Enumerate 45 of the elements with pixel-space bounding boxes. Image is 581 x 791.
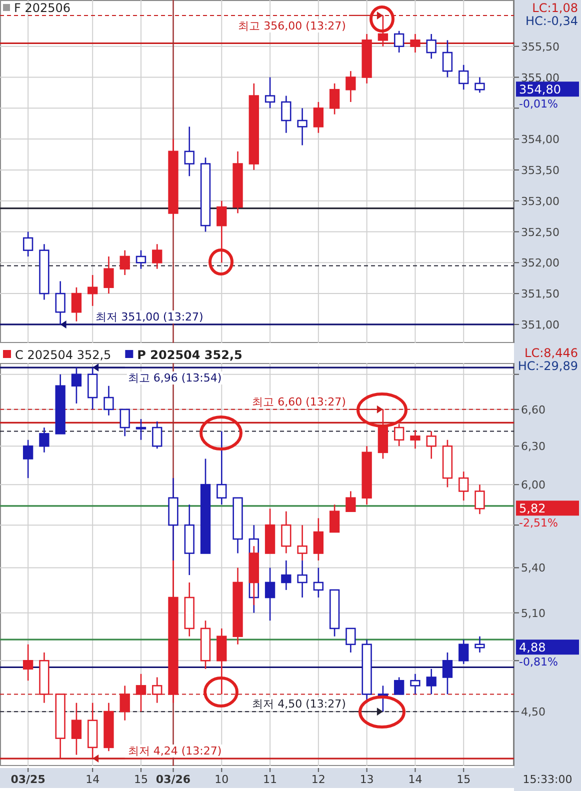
y-tick-label: 351,50 (521, 288, 560, 301)
y-tick-label: 352,00 (521, 256, 560, 270)
ref-line-label: 최고 6,60 (13:27) (252, 395, 346, 408)
text: LC:8,446 (524, 346, 578, 360)
y-tick-label: 5,40 (521, 562, 546, 575)
ref-line-label: 최저 4,24 (13:27) (128, 744, 222, 758)
x-tick-label: 11 (263, 773, 278, 786)
text: -0,81% (519, 656, 558, 669)
x-tick-label: 15 (456, 773, 471, 786)
text: 15:33:00 (522, 773, 572, 786)
x-tick-label: 10 (214, 773, 229, 786)
text: 5,82 (519, 502, 546, 516)
text: 354,80 (519, 82, 561, 97)
y-tick-label: 353,00 (521, 194, 560, 208)
x-tick-label: 12 (311, 773, 326, 786)
x-tick-label: 14 (86, 773, 100, 786)
legend-label: C 202504 352,5 (15, 348, 112, 362)
y-tick-label: 6,60 (521, 403, 546, 416)
y-tick-label: 4,50 (521, 706, 546, 719)
ref-line-label: 최저 351,00 (13:27) (96, 310, 204, 324)
y-tick-label: 355,50 (521, 40, 560, 54)
x-tick-label: 14 (408, 773, 422, 786)
x-tick-label: 03/25 (10, 773, 46, 786)
text: HC:-29,89 (518, 359, 578, 373)
text: LC:1,08 (532, 1, 578, 15)
ref-line-label: 최고 356,00 (13:27) (238, 19, 346, 32)
x-tick-label: 03/26 (156, 773, 191, 786)
y-tick-label: 353,50 (521, 164, 560, 177)
y-tick-label: 5,10 (521, 606, 546, 620)
text: 4,88 (519, 640, 546, 655)
text: HC:-0,34 (526, 14, 578, 28)
text: -0,01% (519, 98, 558, 111)
y-tick-label: 355,00 (521, 71, 560, 84)
chart-title: F 202506 (14, 1, 71, 15)
text: -2,51% (519, 516, 558, 530)
y-tick-label: 6,30 (521, 440, 546, 454)
legend-label: P 202504 352,5 (137, 348, 242, 362)
y-tick-label: 354,00 (521, 133, 560, 146)
y-tick-label: 351,00 (521, 318, 560, 332)
ref-line-label: 최저 4,50 (13:27) (252, 698, 346, 711)
x-tick-label: 13 (360, 773, 374, 786)
x-tick-label: 15 (134, 773, 148, 786)
y-tick-label: 352,50 (521, 226, 560, 239)
y-tick-label: 6,00 (521, 478, 546, 492)
ref-line-label: 최고 6,96 (13:54) (128, 372, 222, 385)
